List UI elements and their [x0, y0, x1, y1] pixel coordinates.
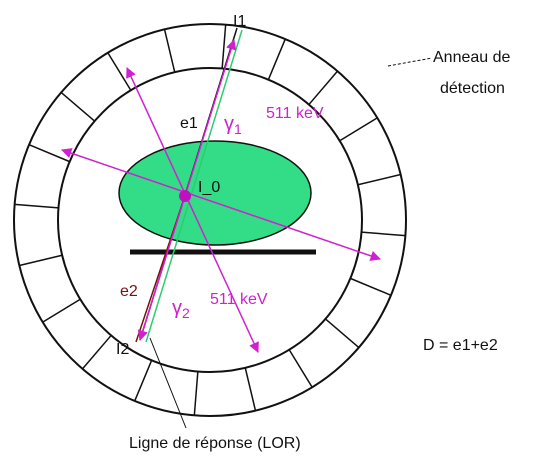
detector-segment — [324, 318, 360, 349]
label-i0: I_0 — [198, 179, 220, 196]
lor-pointer — [149, 337, 187, 429]
ring-pointer — [387, 57, 433, 67]
detector-segment — [308, 70, 339, 106]
detector-segment — [14, 203, 59, 209]
detector-segment — [193, 371, 199, 416]
detector-segment — [244, 367, 257, 411]
detector-segment — [42, 298, 81, 323]
label-i2: I2 — [116, 341, 129, 358]
photon-pair-arrow — [61, 148, 381, 261]
label-gamma2: γ2 — [172, 297, 190, 321]
annihilation-point — [179, 190, 191, 202]
detector-segment — [339, 117, 378, 142]
detector-segment — [221, 24, 227, 69]
detector-segment — [60, 91, 96, 122]
label-e2: e2 — [120, 283, 138, 300]
formula: D = e1+e2 — [423, 337, 498, 354]
lor-label: Ligne de réponse (LOR) — [129, 435, 301, 452]
label-energy: 511 keV — [266, 105, 324, 122]
detector-segment — [350, 277, 392, 296]
label-i1: I1 — [233, 13, 246, 30]
label-e1: e1 — [180, 115, 198, 132]
detector-segment — [19, 254, 63, 267]
label-energy: 511 keV — [210, 291, 268, 308]
detector-segment — [28, 144, 70, 163]
detector-segment — [267, 38, 286, 80]
detector-segment — [361, 231, 406, 237]
detector-segment — [357, 173, 401, 186]
detector-segment — [134, 360, 153, 402]
label-gamma1: γ1 — [224, 113, 242, 137]
detector-segment — [107, 52, 132, 91]
ring-label: Anneau de — [433, 49, 511, 66]
ring-label: détection — [440, 80, 505, 97]
detector-segment — [81, 334, 112, 370]
detector-segment — [288, 349, 313, 388]
detector-segment — [163, 29, 176, 73]
